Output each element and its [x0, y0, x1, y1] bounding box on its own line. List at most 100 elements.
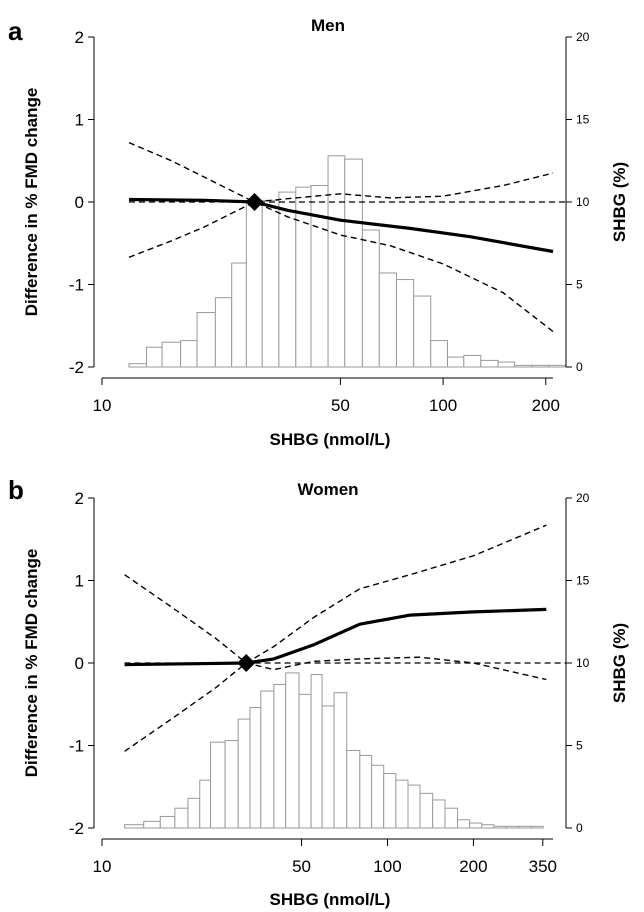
histogram-bar	[346, 749, 361, 829]
y-tick-label: 0	[75, 193, 84, 212]
histogram-bar	[444, 807, 459, 829]
x-tick-label: 10	[93, 857, 112, 876]
y-axis-right: 0 5 10 15 20	[565, 30, 590, 374]
histogram-bar	[237, 718, 251, 829]
y2-tick-label: 15	[576, 574, 590, 588]
x-tick-label: 200	[459, 857, 487, 876]
histogram-bar	[383, 773, 397, 829]
histogram-bar	[407, 784, 421, 829]
histogram-bar	[514, 364, 533, 368]
histogram-bar	[285, 672, 300, 829]
y2-tick-label: 10	[576, 656, 590, 670]
histogram-bar	[187, 797, 201, 829]
y-tick-label: 0	[75, 654, 84, 673]
y2-tick-label: 20	[576, 30, 590, 44]
y-tick-label: -1	[69, 737, 84, 756]
series-ci-lower	[124, 656, 547, 752]
y-tick-label: 2	[75, 489, 84, 508]
histogram-bar	[310, 185, 329, 368]
histogram-bar	[327, 155, 346, 368]
histogram-bar	[413, 295, 432, 368]
histogram	[128, 155, 567, 368]
histogram-bar	[180, 340, 198, 368]
reference-diamond	[237, 654, 256, 672]
y-tick-label: -2	[69, 819, 84, 838]
histogram-bar	[457, 819, 471, 829]
histogram-bar	[430, 340, 448, 368]
x-tick-label: 10	[93, 396, 112, 415]
y2-tick-label: 5	[576, 278, 583, 292]
histogram-bar	[261, 199, 280, 368]
histogram-bar	[273, 683, 287, 829]
histogram-bar	[446, 356, 465, 368]
histogram-bar	[463, 354, 482, 368]
y2-axis-title: SHBG (%)	[610, 162, 629, 242]
histogram-bar	[378, 272, 397, 368]
y-tick-label: -1	[69, 276, 84, 295]
y2-tick-label: 10	[576, 195, 590, 209]
histogram-bar	[245, 201, 263, 368]
series-ci-lower	[128, 201, 554, 333]
histogram-bar	[174, 807, 189, 829]
x-tick-label: 200	[532, 396, 560, 415]
y-tick-label: -2	[69, 358, 84, 377]
histogram-bar	[518, 825, 532, 829]
histogram-bar	[128, 363, 147, 368]
series-estimate	[124, 607, 547, 667]
histogram-bar	[419, 792, 434, 829]
x-tick-label: 100	[429, 396, 457, 415]
histogram-bar	[210, 741, 226, 829]
x-axis: 10 50 100 200 350	[93, 838, 557, 876]
y-axis-title: Difference in % FMD change	[22, 88, 41, 317]
histogram	[124, 672, 544, 829]
y-axis-title: Difference in % FMD change	[22, 549, 41, 778]
histogram-bar	[159, 815, 176, 829]
histogram-bar	[395, 779, 409, 829]
y2-tick-label: 15	[576, 113, 590, 127]
histogram-bar	[469, 822, 483, 829]
histogram-bar	[480, 359, 499, 368]
reference-diamond	[245, 193, 264, 211]
histogram-bar	[371, 764, 385, 829]
x-tick-label: 350	[529, 857, 557, 876]
x-tick-label: 50	[292, 857, 311, 876]
histogram-bar	[224, 740, 239, 829]
histogram-bar	[249, 707, 262, 829]
histogram-bar	[548, 364, 567, 368]
histogram-bar	[531, 364, 550, 368]
histogram-bar	[497, 361, 516, 368]
y2-tick-label: 20	[576, 491, 590, 505]
histogram-bar	[161, 341, 182, 368]
histogram-bar	[493, 825, 507, 829]
y-axis-left: -2 -1 0 1 2	[69, 28, 95, 377]
x-axis-title: SHBG (nmol/L)	[270, 890, 391, 909]
y2-tick-label: 0	[576, 360, 583, 374]
y2-tick-label: 5	[576, 739, 583, 753]
histogram-bar	[481, 824, 495, 829]
histogram-bar	[278, 191, 297, 368]
histogram-bar	[143, 820, 161, 829]
series-ci-upper	[128, 141, 554, 203]
series-estimate	[128, 197, 554, 254]
y-tick-label: 2	[75, 28, 84, 47]
y-axis-left: -2 -1 0 1 2	[69, 489, 95, 838]
y2-tick-label: 0	[576, 821, 583, 835]
histogram-bar	[124, 824, 145, 829]
histogram-bar	[361, 229, 380, 368]
series-ci-upper	[124, 524, 547, 664]
x-axis-title: SHBG (nmol/L)	[270, 430, 391, 449]
histogram-bar	[432, 799, 446, 829]
histogram-bar	[298, 693, 312, 829]
histogram-bar	[310, 674, 323, 829]
histogram-bar	[333, 692, 348, 829]
x-axis: 10 50 100 200	[93, 377, 560, 415]
x-tick-label: 50	[331, 396, 350, 415]
histogram-bar	[344, 158, 363, 368]
y-tick-label: 1	[75, 572, 84, 591]
histogram-bar	[214, 297, 233, 368]
histogram-bar	[196, 312, 216, 368]
x-tick-label: 100	[373, 857, 401, 876]
histogram-bar	[359, 754, 373, 829]
